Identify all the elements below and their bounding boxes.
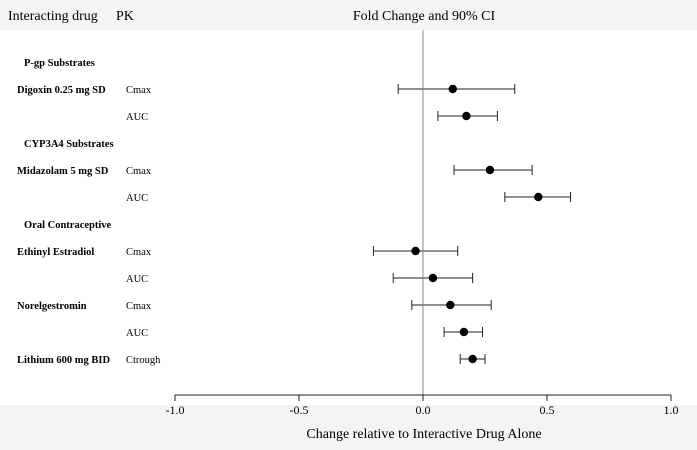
point-estimate bbox=[459, 327, 469, 337]
pk-label: Ctrough bbox=[126, 355, 161, 366]
drug-label: Norelgestromin bbox=[17, 301, 87, 312]
x-tick-label: 1.0 bbox=[664, 403, 679, 417]
pk-label: AUC bbox=[126, 328, 148, 339]
group-label: CYP3A4 Substrates bbox=[24, 139, 114, 150]
drug-label: Lithium 600 mg BID bbox=[17, 355, 110, 366]
point-estimate bbox=[485, 165, 495, 175]
x-tick-label: -1.0 bbox=[166, 403, 185, 417]
x-tick-label: -0.5 bbox=[290, 403, 309, 417]
pk-label: Cmax bbox=[126, 166, 152, 177]
group-label: P-gp Substrates bbox=[24, 58, 95, 69]
point-estimate bbox=[534, 192, 543, 202]
point-estimate bbox=[462, 111, 471, 121]
x-axis-label: Change relative to Interactive Drug Alon… bbox=[306, 427, 541, 442]
group-label: Oral Contraceptive bbox=[24, 220, 112, 231]
pk-label: Cmax bbox=[126, 85, 152, 96]
point-estimate bbox=[428, 273, 438, 283]
column-header-drug: Interacting drug bbox=[8, 9, 98, 24]
x-tick-label: 0.5 bbox=[540, 403, 555, 417]
pk-label: AUC bbox=[126, 193, 148, 204]
point-estimate bbox=[448, 84, 457, 94]
pk-label: Cmax bbox=[126, 301, 152, 312]
point-estimate bbox=[468, 354, 477, 364]
point-estimate bbox=[411, 246, 420, 256]
chart-title: Fold Change and 90% CI bbox=[353, 9, 496, 24]
pk-label: AUC bbox=[126, 274, 148, 285]
x-tick-label: 0.0 bbox=[416, 403, 431, 417]
drug-label: Digoxin 0.25 mg SD bbox=[17, 85, 106, 96]
point-estimate bbox=[446, 300, 455, 310]
pk-label: Cmax bbox=[126, 247, 152, 258]
drug-label: Ethinyl Estradiol bbox=[17, 247, 94, 258]
drug-label: Midazolam 5 mg SD bbox=[17, 166, 109, 177]
column-header-pk: PK bbox=[116, 9, 134, 24]
pk-label: AUC bbox=[126, 112, 148, 123]
